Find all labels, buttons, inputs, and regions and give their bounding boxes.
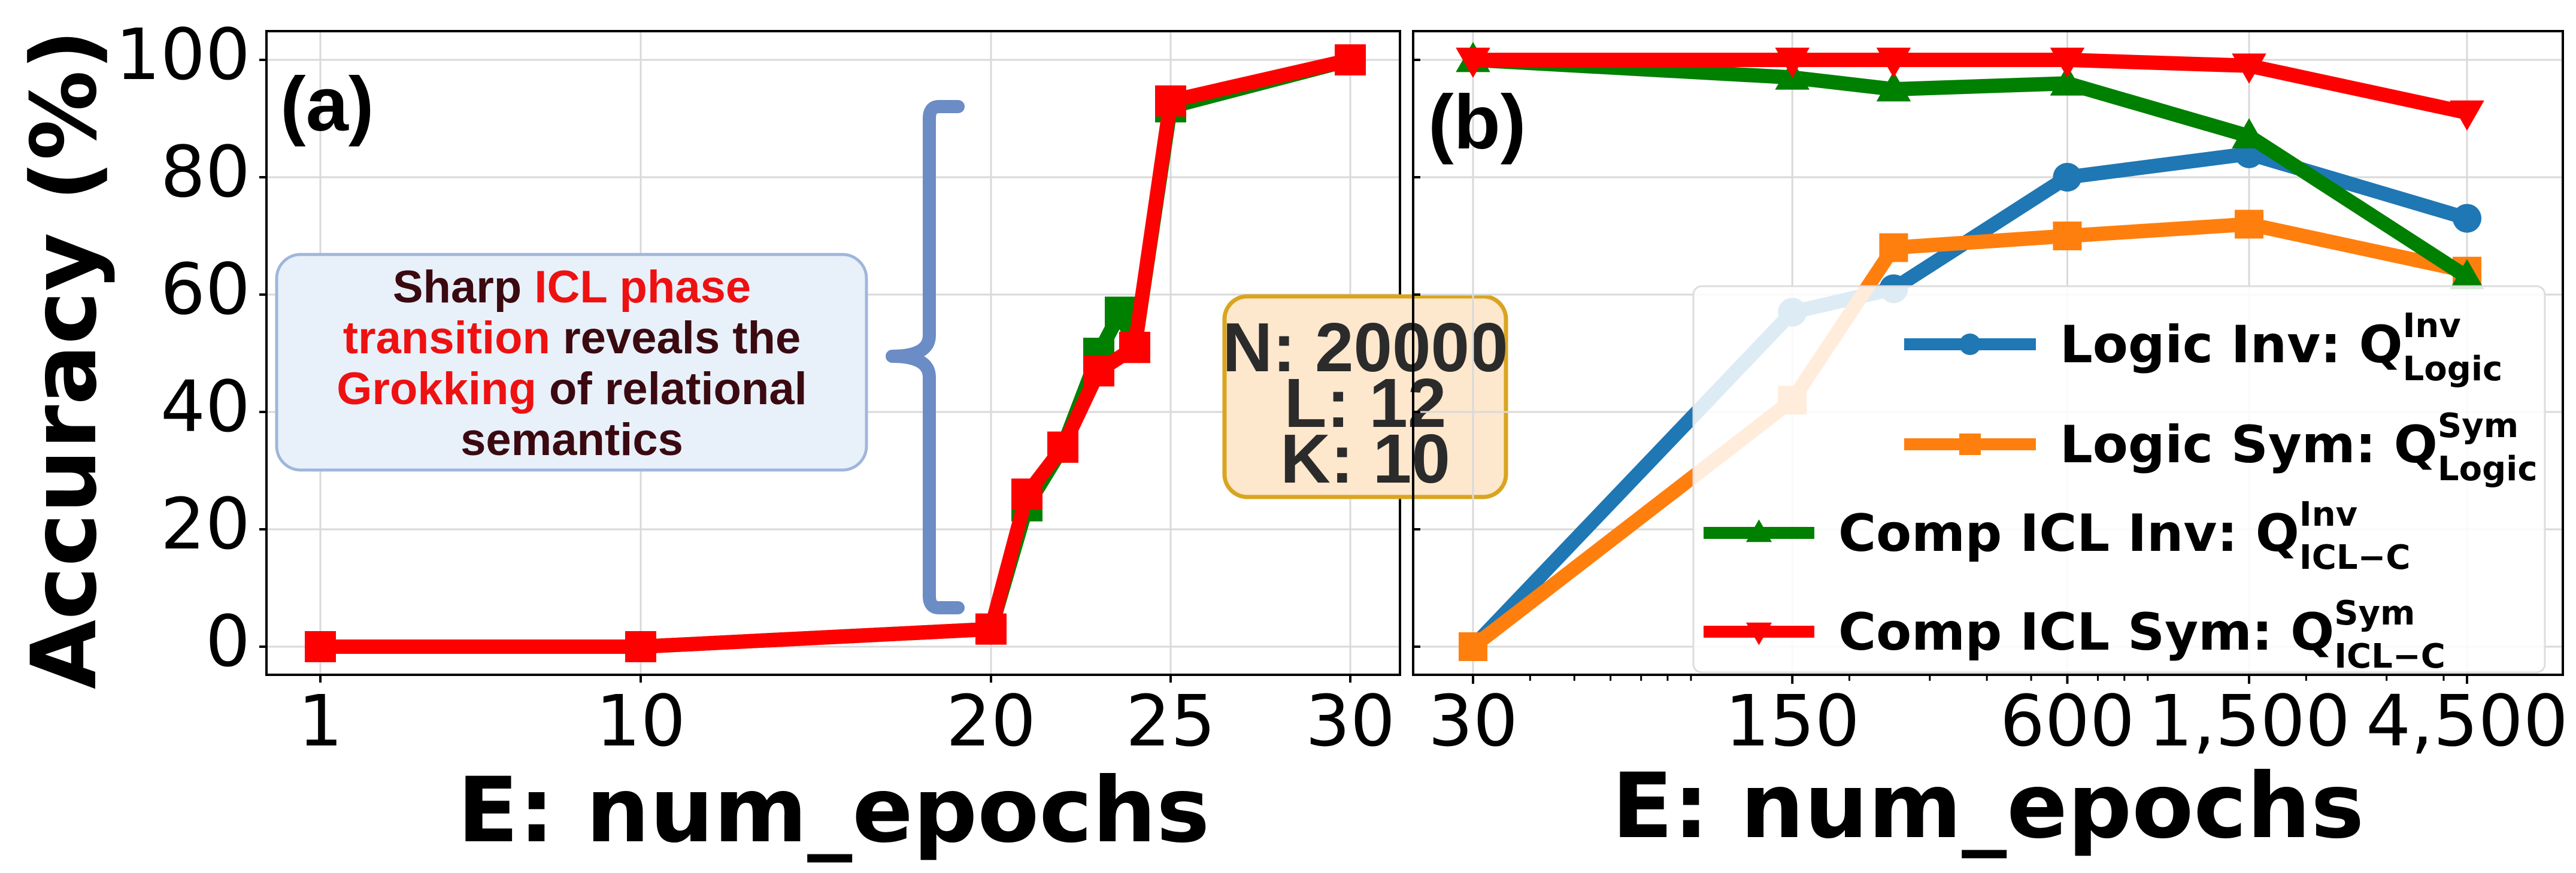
y-tick-label: 60 — [160, 248, 250, 331]
params-box: N: 20000 L: 12 K: 10 — [1222, 294, 1508, 499]
x-tick-label: 4,500 — [2366, 680, 2568, 762]
series-b-3-point — [2050, 65, 2085, 96]
x-tick-label: 30 — [1428, 680, 1518, 762]
x-tick-label: 25 — [1126, 680, 1216, 762]
legend-frame — [1692, 285, 2546, 674]
x-tick-label: 1 — [298, 680, 343, 762]
panel-a-x-label: E: num_epochs — [457, 759, 1210, 863]
legend-marker — [1959, 334, 1981, 355]
panel-a-x-ticks: 1 10 20 25 30 — [298, 675, 1395, 762]
series-a-2-point — [1155, 85, 1186, 117]
series-b-4-point — [1876, 47, 1911, 78]
panel-b-frame — [1412, 30, 2564, 676]
legend-marker — [1959, 434, 1981, 455]
series-a-2-point — [1083, 355, 1114, 387]
y-tick-label: 40 — [160, 365, 250, 448]
annotation-line-4: semantics — [460, 414, 683, 465]
series-a-2-point — [1047, 431, 1078, 463]
legend-marker — [1745, 519, 1772, 542]
panel-b-x-label: E: num_epochs — [1612, 754, 2365, 859]
series-b-1-point — [2453, 204, 2481, 233]
panel-b: 30 150 600 1,500 4,500 (b) Logic Inv: QInv Lo… — [1412, 30, 2568, 859]
annotation-box — [275, 253, 868, 472]
series-b-2-point — [2053, 222, 2082, 250]
series-b-3-point — [2450, 259, 2484, 289]
series-b-2-point — [1459, 632, 1487, 661]
legend-label: Comp ICL Inv: QInv ICL−C — [1838, 495, 2411, 577]
param-n: N: 20000 — [1222, 308, 1508, 386]
series-b-3-point — [2232, 118, 2266, 148]
panel-b-legend: Logic Inv: QInv Logic Logic Sym: QSym Logic… — [1692, 285, 2546, 676]
y-tick-label: 0 — [205, 600, 250, 683]
panel-b-x-ticks: 30 150 600 1,500 4,500 — [1428, 675, 2568, 762]
phase-annotation: Sharp ICL phase transition reveals the G… — [275, 100, 965, 614]
legend-label: Logic Sym: QSym Logic — [2060, 407, 2538, 489]
params-box-bg — [1222, 294, 1508, 499]
x-tick-label: 10 — [596, 680, 686, 762]
series-b-4-point — [2450, 100, 2484, 131]
brace-icon — [886, 100, 965, 614]
y-axis-label: Accuracy (%) — [13, 29, 117, 689]
series-b-4-point — [1456, 47, 1490, 78]
legend-label: Logic Inv: QInv Logic — [2060, 307, 2502, 389]
panel-a-label: (a) — [280, 62, 374, 147]
series-a-2-point — [975, 613, 1007, 645]
x-tick-label: 150 — [1725, 680, 1860, 762]
series-b-4-point — [2232, 53, 2266, 84]
panel-a: 0 20 40 60 80 100 1 10 20 25 30 Sharp ICL phase t… — [116, 13, 1508, 863]
series-b-4-point — [1775, 47, 1810, 78]
legend-marker — [1745, 622, 1772, 645]
series-a-1-point — [1105, 296, 1136, 328]
series-a-2-point — [1335, 44, 1366, 75]
annotation-line-1: Sharp ICL phase — [393, 262, 751, 313]
param-k: K: 10 — [1280, 420, 1450, 498]
x-tick-label: 1,500 — [2148, 680, 2350, 762]
panel-b-label: (b) — [1428, 80, 1526, 165]
series-a-2-point — [625, 631, 656, 662]
x-tick-label: 20 — [946, 680, 1036, 762]
y-tick-label: 80 — [160, 131, 250, 213]
series-b-1-point — [2053, 163, 2082, 192]
annotation-line-2: transition reveals the — [343, 313, 801, 363]
series-b-4-point — [2050, 47, 2085, 78]
series-a-2-point — [1011, 478, 1042, 510]
series-b-4-line — [1466, 53, 2474, 120]
panel-a-y-ticks: 0 20 40 60 80 100 — [116, 13, 266, 683]
series-b-3-line — [1466, 53, 2474, 284]
legend-label: Comp ICL Sym: QSym ICL−C — [1838, 594, 2445, 676]
x-tick-label: 30 — [1305, 680, 1395, 762]
series-b-2-point — [1879, 233, 1908, 262]
annotation-line-3: Grokking of relational — [337, 363, 807, 414]
series-b-3-point — [1876, 71, 1911, 102]
series-b-2-point — [2235, 210, 2264, 239]
series-a-2-point — [1119, 332, 1150, 363]
y-tick-label: 100 — [116, 13, 250, 96]
x-tick-label: 600 — [2000, 680, 2135, 762]
panel-a-series — [305, 44, 1366, 662]
series-a-2-point — [305, 631, 336, 662]
y-tick-label: 20 — [160, 483, 250, 565]
param-l: L: 12 — [1284, 364, 1447, 442]
